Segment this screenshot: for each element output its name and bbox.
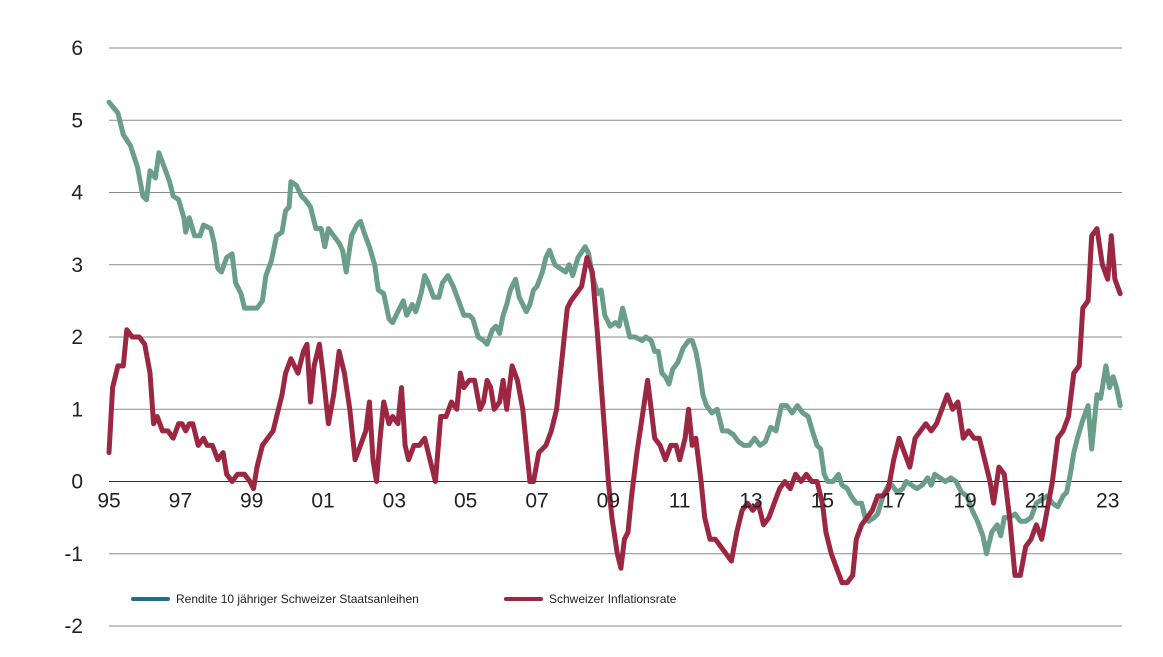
- y-tick-label: 6: [71, 37, 83, 60]
- x-axis-tick-labels: 95 97 99 01 03 05 07 09 11 13 15 17 19 21 23: [97, 490, 1119, 513]
- y-tick-label: 4: [71, 182, 83, 205]
- legend-label-bond-yield: Rendite 10 jähriger Schweizer Staatsanle…: [176, 592, 419, 606]
- x-tick-label: 13: [739, 490, 762, 513]
- x-tick-label: 23: [1096, 490, 1119, 513]
- y-tick-label: 5: [71, 109, 83, 132]
- x-tick-label: 97: [169, 490, 192, 513]
- x-tick-label: 17: [882, 490, 905, 513]
- y-tick-label: -2: [64, 615, 83, 638]
- series-line-bond-yield: [106, 99, 1123, 557]
- x-tick-label: 09: [597, 490, 620, 513]
- legend-label-inflation: Schweizer Inflationsrate: [549, 592, 677, 606]
- x-tick-label: 21: [1025, 490, 1048, 513]
- x-tick-label: 15: [811, 490, 834, 513]
- x-tick-label: 95: [97, 490, 120, 513]
- y-tick-label: 0: [71, 471, 83, 494]
- y-tick-label: 1: [71, 398, 83, 421]
- x-tick-label: 03: [383, 490, 406, 513]
- series-lines: [106, 99, 1123, 586]
- x-tick-label: 01: [311, 490, 334, 513]
- y-axis-tick-labels: 6 5 4 3 2 1 0 -1 -2: [64, 37, 83, 638]
- x-tick-label: 19: [953, 490, 976, 513]
- y-tick-label: 2: [71, 326, 83, 349]
- legend-entry-bond-yield: Rendite 10 jähriger Schweizer Staatsanle…: [131, 592, 419, 606]
- series-line-inflation: [106, 226, 1123, 586]
- y-tick-label: -1: [64, 543, 83, 566]
- x-tick-label: 05: [454, 490, 477, 513]
- legend: Rendite 10 jähriger Schweizer Staatsanle…: [131, 592, 677, 606]
- x-tick-label: 99: [240, 490, 263, 513]
- legend-entry-inflation: Schweizer Inflationsrate: [504, 592, 677, 606]
- x-tick-label: 07: [525, 490, 548, 513]
- x-tick-label: 11: [669, 490, 691, 513]
- y-tick-label: 3: [71, 254, 83, 277]
